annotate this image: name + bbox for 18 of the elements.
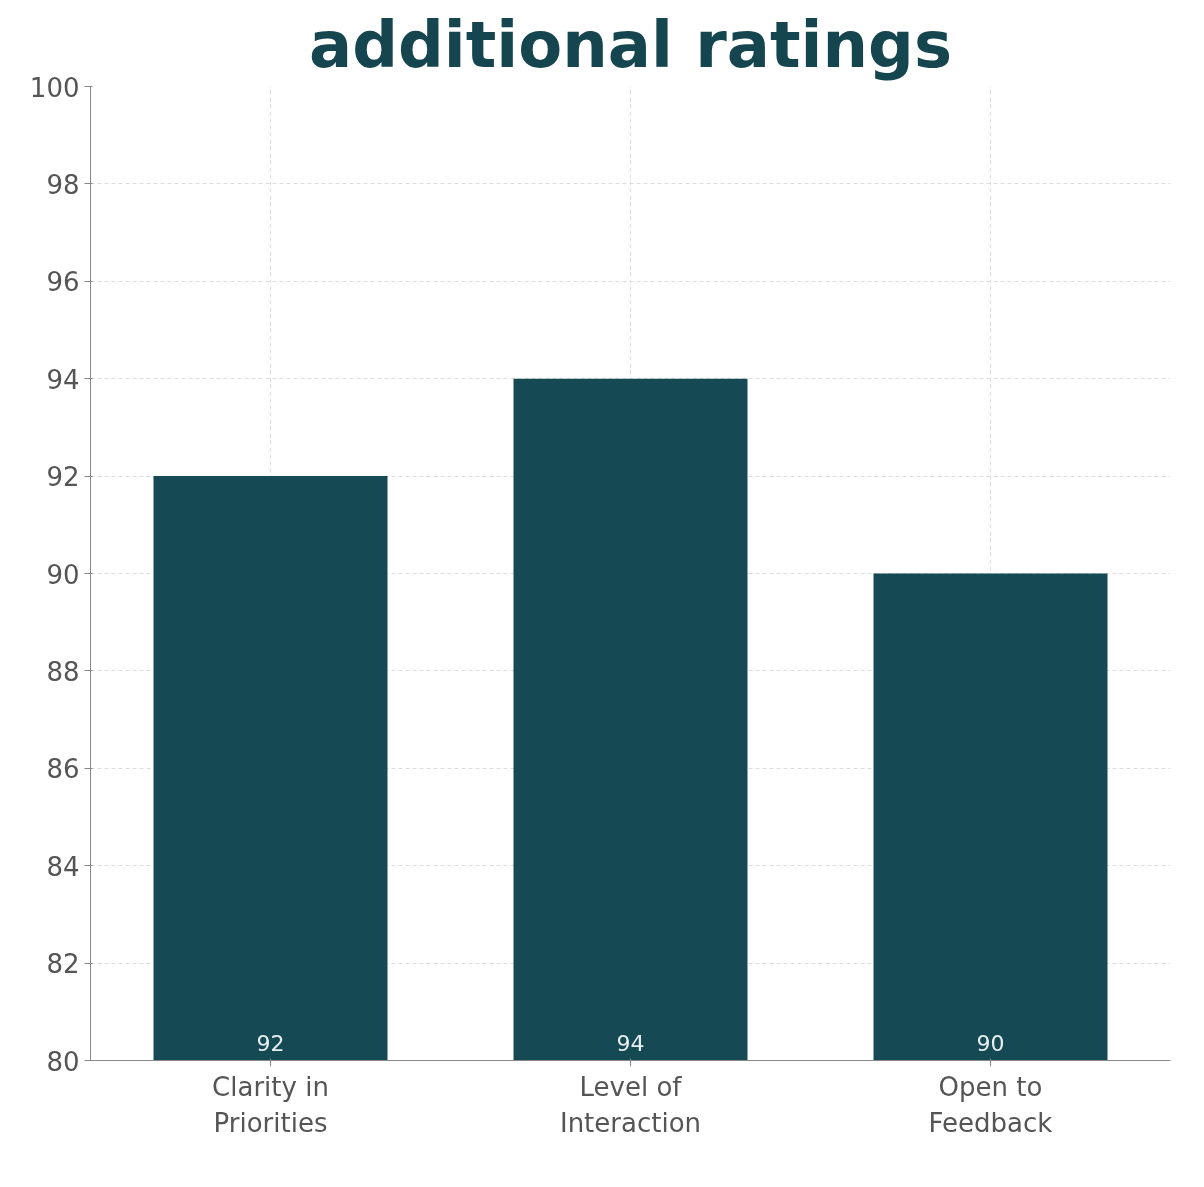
x-tick-label: Clarity in Priorities	[212, 1071, 329, 1138]
y-tick-label: 82	[46, 949, 80, 980]
y-tick-label: 86	[46, 754, 80, 785]
x-tick-label: Level of Interaction	[559, 1071, 702, 1138]
y-tick-label: 90	[46, 559, 80, 590]
y-tick-label: 94	[46, 364, 80, 395]
chart-title: additional ratings	[309, 7, 952, 82]
x-tick-label: Open to Feedback	[928, 1071, 1053, 1138]
y-tick-label: 96	[46, 267, 80, 298]
y-tick-label: 92	[46, 462, 80, 493]
data-label: 92	[256, 1030, 285, 1056]
y-tick-label: 84	[46, 851, 80, 882]
data-label: 90	[976, 1030, 1005, 1056]
y-tick-label: 88	[46, 656, 80, 687]
data-label: 94	[616, 1030, 645, 1056]
y-tick-label: 100	[29, 72, 80, 103]
y-tick-label: 98	[46, 169, 80, 200]
y-tick-label: 80	[46, 1046, 80, 1077]
